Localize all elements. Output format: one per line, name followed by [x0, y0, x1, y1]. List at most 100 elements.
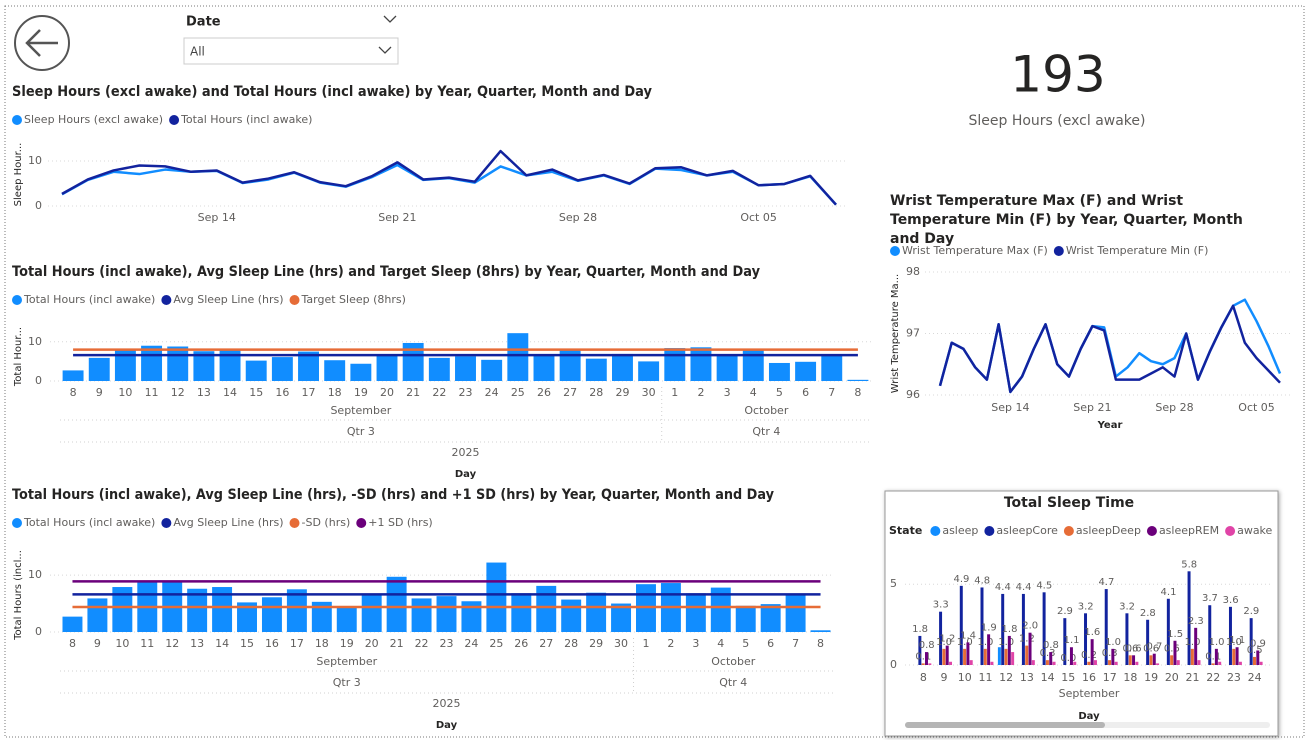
dropdown-chevron[interactable] [378, 46, 392, 54]
bar [1228, 606, 1232, 665]
bar [990, 661, 994, 665]
bar [261, 597, 282, 632]
bar [1028, 632, 1032, 665]
bar [1108, 660, 1112, 665]
legend-label: asleep [942, 524, 978, 537]
x-tick-label: 12 [171, 386, 185, 399]
bar [768, 362, 790, 381]
data-label: 0.7 [1146, 642, 1162, 653]
legend-marker [161, 295, 172, 305]
bar [1252, 656, 1256, 665]
x-tick-label: 22 [415, 637, 429, 650]
legend-label: Wrist Temperature Min (F) [1066, 244, 1209, 257]
bar [455, 356, 476, 381]
legend-marker [1053, 246, 1064, 256]
bar [987, 634, 991, 665]
y-tick-label: 97 [906, 327, 920, 340]
bar [361, 594, 382, 632]
bar [939, 611, 943, 665]
x-tick-label: 15 [249, 386, 263, 399]
bar [1049, 652, 1053, 665]
data-label: 1.6 [1084, 627, 1100, 638]
x-tick-label: 1 [671, 386, 678, 399]
x-tick-label: 15 [240, 637, 254, 650]
data-label: 0.6 [1122, 643, 1138, 654]
y-tick-label: 10 [28, 154, 42, 167]
y-tick-label: 96 [906, 388, 920, 401]
bar [928, 663, 932, 665]
bar [1149, 655, 1153, 665]
bar [585, 358, 607, 381]
x-tick-label: 11 [140, 637, 154, 650]
data-label: 2.8 [1140, 608, 1156, 619]
bar [980, 587, 984, 665]
bar [1259, 661, 1263, 665]
bar [336, 606, 357, 632]
bar [350, 363, 372, 381]
data-label: 4.9 [953, 574, 969, 585]
x-tick-label: 3 [692, 637, 699, 650]
legend-marker [289, 295, 300, 305]
bar [690, 347, 712, 381]
back-arrow[interactable] [25, 29, 58, 57]
data-label: 3.3 [933, 600, 949, 611]
bar [114, 350, 136, 381]
quarter-label: Qtr 3 [347, 425, 375, 438]
legend-label: Target Sleep (8hrs) [301, 293, 406, 306]
legend-label: Avg Sleep Line (hrs) [173, 516, 283, 529]
x-tick-label: 16 [275, 386, 289, 399]
x-tick-label: 8 [854, 386, 861, 399]
x-tick-label: 7 [828, 386, 835, 399]
data-label: 0.1 [915, 651, 931, 662]
data-label: 3.7 [1202, 593, 1218, 604]
data-label: 3.2 [1078, 601, 1094, 612]
data-label: 1.0 [1226, 637, 1242, 648]
bar [271, 357, 293, 381]
x-tick-label: Sep 28 [1155, 401, 1193, 414]
legend-label: Avg Sleep Line (hrs) [173, 293, 283, 306]
slicer-chevron[interactable] [383, 15, 397, 23]
data-label: 1.0 [957, 637, 973, 648]
bar [62, 370, 84, 381]
bar [1166, 598, 1170, 665]
x-tick-label: 24 [485, 386, 499, 399]
card-label: Sleep Hours (excl awake) [968, 113, 1145, 129]
bar [88, 357, 110, 381]
bar [945, 645, 949, 665]
bar [402, 342, 424, 381]
x-tick-label: Sep 21 [1073, 401, 1111, 414]
x-axis-title: Day [436, 720, 458, 731]
slicer-value[interactable]: All [190, 45, 205, 59]
month-label: October [711, 655, 755, 668]
bar [428, 357, 450, 381]
data-label: 1.0 [936, 637, 952, 648]
card-value: 193 [1010, 46, 1105, 104]
data-label: 1.0 [1209, 637, 1225, 648]
slicer-dropdown[interactable] [183, 37, 399, 65]
legend-marker [289, 518, 300, 528]
legend-label: Sleep Hours (excl awake) [24, 113, 163, 126]
x-tick-label: 5 [742, 637, 749, 650]
bar [1146, 619, 1150, 665]
data-label: 1.8 [912, 624, 928, 635]
bar [461, 601, 482, 632]
x-tick-label: 2 [697, 386, 704, 399]
year-label: 2025 [433, 697, 461, 710]
legend-label: asleepCore [996, 524, 1058, 537]
bar [1025, 645, 1029, 665]
bar [969, 660, 973, 665]
bar [963, 648, 967, 665]
back-button[interactable] [14, 15, 70, 71]
x-tick-label: 21 [390, 637, 404, 650]
x-tick-label: Sep 28 [559, 211, 597, 224]
y-tick-label: 10 [28, 568, 42, 581]
data-label: 4.4 [1016, 582, 1032, 593]
bar [62, 616, 83, 632]
data-label: 1.0 [978, 637, 994, 648]
x-tick-label: 19 [1144, 671, 1158, 684]
legend-label: Wrist Temperature Max (F) [902, 244, 1048, 257]
x-tick-label: 27 [539, 637, 553, 650]
scrollbar-thumb[interactable] [905, 722, 1105, 728]
bar [1190, 648, 1194, 665]
